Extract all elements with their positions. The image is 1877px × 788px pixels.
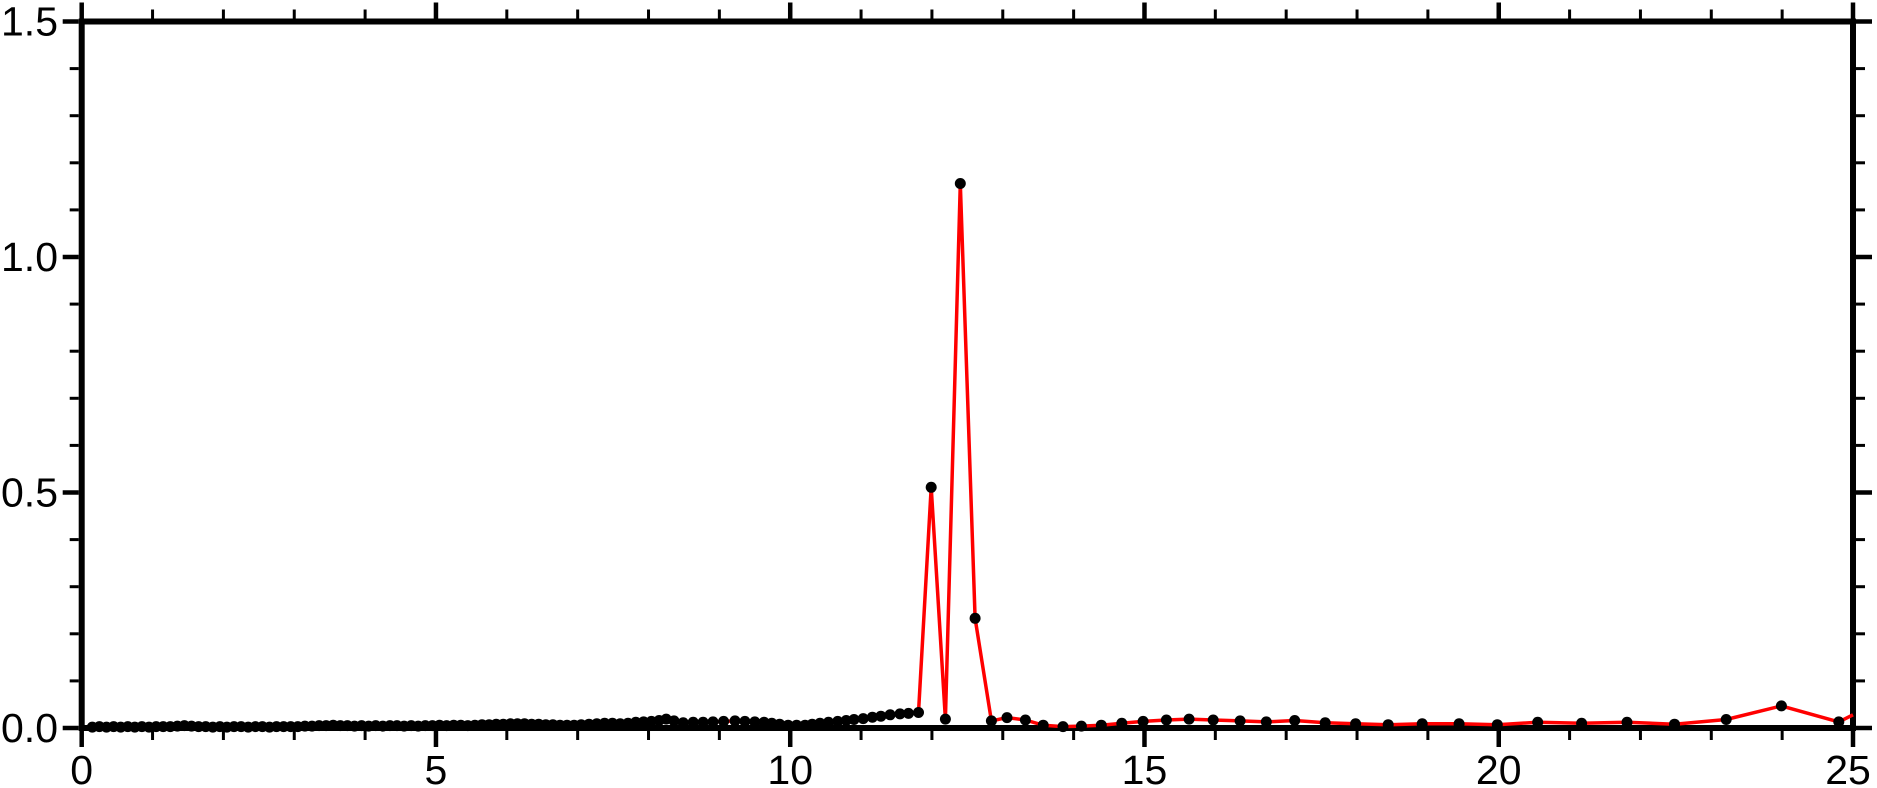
data-point-marker	[782, 719, 794, 731]
data-point-marker	[832, 715, 844, 727]
data-point-marker	[857, 713, 869, 725]
data-point-marker	[638, 716, 650, 728]
data-point-marker	[1775, 700, 1787, 712]
data-point-marker	[884, 709, 896, 721]
data-point-marker	[599, 717, 611, 729]
data-point-marker	[591, 718, 603, 730]
data-point-marker	[1576, 717, 1588, 729]
data-point-marker	[954, 178, 966, 189]
data-point-marker	[1075, 720, 1087, 732]
data-point-marker	[1207, 714, 1219, 726]
x-tick-label: 10	[767, 747, 813, 788]
x-tick-label: 25	[1825, 747, 1871, 788]
data-point-marker	[1037, 719, 1049, 731]
data-point-marker	[985, 715, 997, 727]
data-point-marker	[1234, 715, 1246, 727]
x-tick-label: 15	[1122, 747, 1168, 788]
data-point-marker	[1095, 719, 1107, 731]
data-point-marker	[1160, 714, 1172, 726]
data-point-marker	[903, 707, 914, 719]
data-point-marker	[1621, 716, 1633, 728]
data-point-marker	[1057, 721, 1069, 733]
data-point-marker	[875, 710, 887, 722]
series-line	[92, 181, 1854, 729]
x-tick-label: 5	[425, 747, 448, 788]
data-point-marker	[697, 716, 709, 728]
data-point-marker	[707, 716, 719, 728]
y-tick-label: 0.5	[1, 470, 58, 516]
data-point-marker	[1183, 713, 1195, 725]
data-point-marker	[630, 716, 642, 728]
y-tick-label: 0.0	[1, 705, 58, 751]
data-point-marker	[1350, 718, 1362, 730]
data-point-marker	[583, 718, 595, 730]
data-point-marker	[1669, 718, 1680, 730]
data-point-marker	[668, 715, 680, 727]
data-point-marker	[848, 714, 860, 725]
data-point-marker	[1019, 714, 1031, 726]
data-point-marker	[729, 715, 741, 727]
y-tick-label: 1.0	[1, 234, 58, 280]
x-tick-label: 20	[1476, 747, 1522, 788]
data-point-marker	[1260, 716, 1272, 728]
plot-frame	[78, 18, 1857, 731]
data-point-marker	[823, 716, 834, 728]
data-point-marker	[939, 713, 951, 725]
data-point-marker	[739, 715, 751, 727]
data-point-marker	[749, 716, 761, 728]
data-point-marker	[1382, 719, 1394, 731]
data-point-marker	[1137, 715, 1149, 727]
data-point-marker	[894, 708, 906, 720]
data-point-marker	[1001, 712, 1013, 724]
data-point-marker	[774, 718, 786, 730]
data-point-marker	[1116, 717, 1128, 729]
data-point-marker	[1453, 718, 1465, 730]
data-point-marker	[606, 717, 618, 729]
data-point-marker	[575, 719, 587, 731]
x-tick-label: 0	[70, 747, 93, 788]
y-tick-label: 1.5	[1, 0, 58, 45]
data-point-marker	[1532, 716, 1544, 728]
data-point-marker	[687, 716, 699, 728]
data-point-marker	[925, 481, 937, 493]
data-point-marker	[1720, 714, 1732, 725]
data-point-marker	[1491, 719, 1503, 731]
data-point-marker	[866, 711, 878, 723]
data-point-marker	[1416, 718, 1428, 730]
data-point-marker	[913, 707, 924, 718]
data-point-marker	[1833, 716, 1845, 728]
data-point-marker	[718, 715, 730, 727]
data-point-marker	[1289, 715, 1301, 726]
data-point-marker	[969, 612, 981, 624]
data-point-marker	[677, 717, 689, 729]
data-point-marker	[1319, 717, 1331, 729]
data-point-marker	[791, 719, 803, 731]
data-point-marker	[814, 717, 826, 729]
data-point-marker	[614, 718, 626, 730]
